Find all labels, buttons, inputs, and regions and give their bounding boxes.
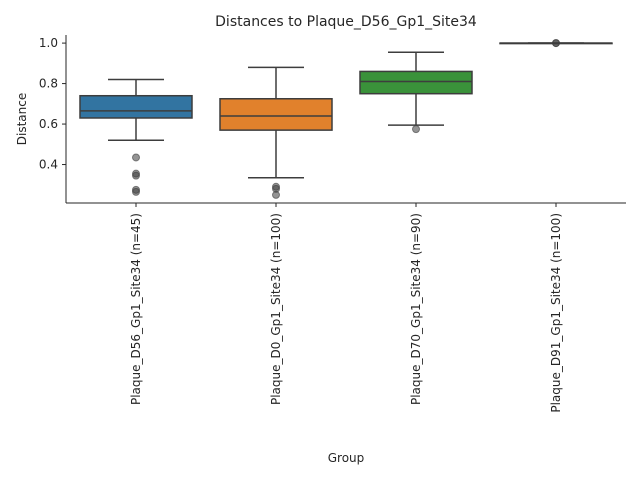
iqr-box: [219, 98, 333, 131]
outlier-point: [272, 190, 280, 199]
y-tick-label: 0.4: [39, 158, 58, 172]
iqr-box: [79, 94, 193, 119]
box-group: [219, 66, 333, 199]
y-axis-ticks: 0.4 0.6 0.8 1.0: [39, 36, 66, 172]
x-tick-label: Plaque_D0_Gp1_Site34 (n=100): [269, 213, 283, 405]
iqr-box: [359, 70, 473, 95]
x-axis-ticks: Plaque_D56_Gp1_Site34 (n=45) Plaque_D0_Gp…: [129, 203, 563, 413]
x-tick-label: Plaque_D70_Gp1_Site34 (n=90): [409, 213, 423, 405]
x-tick-label: Plaque_D56_Gp1_Site34 (n=45): [129, 213, 143, 405]
outlier-point: [132, 171, 140, 180]
box-series: [79, 39, 613, 199]
y-axis-label: Distance: [15, 93, 29, 145]
y-tick-label: 1.0: [39, 36, 58, 50]
box-group: [359, 51, 473, 134]
outlier-point: [552, 39, 560, 48]
chart-title: Distances to Plaque_D56_Gp1_Site34: [215, 14, 477, 30]
outlier-point: [412, 125, 420, 134]
box-group: [499, 39, 613, 48]
outlier-point: [132, 153, 140, 162]
y-tick-label: 0.8: [39, 77, 58, 91]
x-tick-label: Plaque_D91_Gp1_Site34 (n=100): [549, 213, 563, 413]
x-axis-label: Group: [328, 451, 365, 465]
outlier-point: [132, 187, 140, 196]
y-tick-label: 0.6: [39, 117, 58, 131]
box-group: [79, 78, 193, 196]
